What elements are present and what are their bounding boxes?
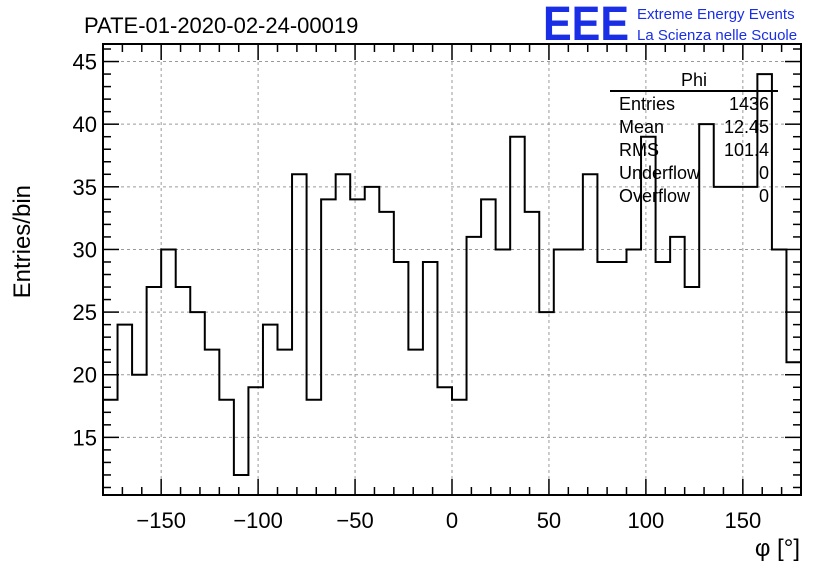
y-axis-title: Entries/bin	[9, 185, 36, 298]
histogram-bin	[714, 187, 729, 495]
histogram-bin	[452, 400, 467, 495]
histogram-bin	[539, 312, 554, 495]
y-tick-label: 30	[73, 237, 97, 262]
logo-line-2: La Scienza nelle Scuole	[637, 27, 797, 44]
stats-label: Overflow	[619, 186, 691, 206]
histogram-bin	[219, 400, 234, 495]
histogram-bin	[786, 362, 801, 495]
chart-title: PATE-01-2020-02-24-00019	[84, 13, 358, 38]
stats-rows: Entries 1436 Mean 12.45 RMS 101.4 Underflow 0 Ov…	[619, 94, 769, 206]
logo-mark: EEE	[543, 0, 629, 51]
stats-box-title: Phi	[681, 70, 707, 90]
histogram-bin	[248, 387, 263, 495]
histogram-bin	[743, 187, 758, 495]
histogram-bin	[423, 262, 438, 495]
y-tick-labels: 15 20 25 30 35 40 45	[73, 50, 97, 451]
x-tick-label: −150	[136, 508, 186, 533]
histogram-bin	[612, 262, 627, 495]
histogram-bin	[278, 350, 293, 495]
histogram-bin	[670, 237, 685, 495]
stats-value: 101.4	[724, 140, 769, 160]
histogram-bin	[408, 350, 423, 495]
histogram-bin	[132, 375, 147, 495]
histogram-outline	[103, 73, 801, 476]
x-axis-title: φ [°]	[755, 535, 800, 562]
histogram-bin	[772, 249, 787, 495]
histogram-bin	[234, 475, 249, 495]
histogram-bin	[757, 74, 772, 495]
histogram-bin	[583, 174, 598, 495]
x-tick-label: −100	[233, 508, 283, 533]
histogram-bin	[496, 249, 511, 495]
logo-line-1: Extreme Energy Events	[637, 6, 795, 23]
histogram-bin	[118, 325, 133, 495]
plot-frame	[102, 43, 802, 496]
histogram-bin	[597, 262, 612, 495]
y-tick-label: 20	[73, 363, 97, 388]
histogram-bin	[554, 249, 569, 495]
histogram-bin	[336, 174, 351, 495]
x-tick-label: 0	[446, 508, 458, 533]
histogram-bin	[728, 187, 743, 495]
eee-logo: EEE Extreme Energy Events La Scienza nel…	[543, 0, 797, 51]
histogram-bin	[321, 199, 336, 495]
x-tick-label: −50	[336, 508, 373, 533]
histogram-bin	[699, 124, 714, 495]
x-tick-labels: −150 −100 −50 0 50 100 150	[136, 508, 761, 533]
stats-value: 12.45	[724, 117, 769, 137]
stats-box: Phi Entries 1436 Mean 12.45 RMS 101.4 Underflo…	[610, 70, 778, 206]
histogram-bin	[467, 237, 482, 495]
stats-value: 0	[759, 186, 769, 206]
histogram-bin	[292, 174, 307, 495]
x-tick-label: 100	[628, 508, 665, 533]
stats-label: Underflow	[619, 163, 701, 183]
grid-lines	[103, 44, 801, 495]
histogram-bin	[525, 212, 540, 495]
y-tick-label: 45	[73, 50, 97, 75]
histogram-bin	[379, 212, 394, 495]
histogram-bin	[176, 287, 191, 495]
histogram-bin	[481, 199, 496, 495]
stats-label: RMS	[619, 140, 659, 160]
histogram-bin	[147, 287, 162, 495]
histogram-bin	[394, 262, 409, 495]
histogram-bin	[307, 400, 322, 495]
stats-value: 0	[759, 163, 769, 183]
histogram-bin	[437, 387, 452, 495]
histogram-bin	[568, 249, 583, 495]
histogram-bin	[103, 400, 118, 495]
histogram-bin	[161, 249, 176, 495]
histogram-series	[103, 73, 801, 495]
histogram-bin	[263, 325, 278, 495]
histogram-bin	[685, 287, 700, 495]
histogram-bin	[656, 262, 671, 495]
histogram-bin	[205, 350, 220, 495]
x-tick-label: 50	[537, 508, 561, 533]
y-tick-label: 15	[73, 425, 97, 450]
axis-ticks	[103, 44, 801, 495]
stats-label: Entries	[619, 94, 675, 114]
x-tick-label: 150	[724, 508, 761, 533]
y-tick-label: 40	[73, 112, 97, 137]
y-tick-label: 25	[73, 300, 97, 325]
histogram-bin	[365, 187, 380, 495]
histogram-bin	[350, 199, 365, 495]
y-tick-label: 35	[73, 175, 97, 200]
histogram-bin	[627, 249, 642, 495]
stats-label: Mean	[619, 117, 664, 137]
histogram-bin	[190, 312, 205, 495]
histogram-bin	[510, 137, 525, 495]
stats-value: 1436	[729, 94, 769, 114]
